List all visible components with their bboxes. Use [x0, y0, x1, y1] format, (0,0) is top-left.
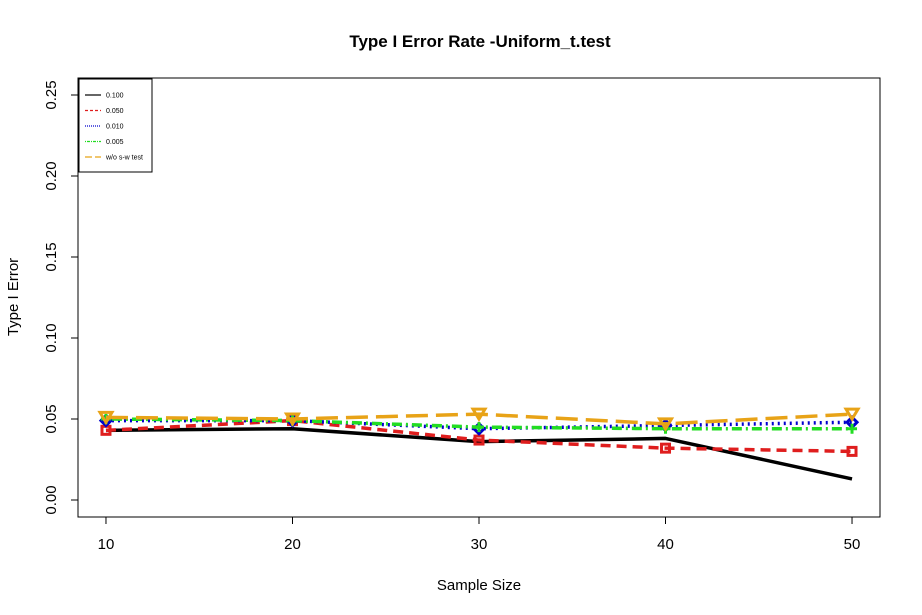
data-point	[660, 442, 672, 454]
x-tick-label: 10	[98, 536, 115, 553]
y-axis-ticks: 0.00 0.05 0.10 0.15 0.20 0.25	[43, 80, 78, 515]
y-tick-label: 0.20	[43, 161, 60, 190]
data-point	[656, 417, 675, 432]
series-line	[105, 412, 853, 426]
y-axis-label: Type I Error	[5, 258, 22, 336]
legend-label: 0.005	[106, 139, 124, 146]
data-point	[846, 445, 858, 457]
y-tick-label: 0.05	[43, 404, 60, 433]
series-layer	[97, 407, 861, 481]
legend: 0.100 0.050 0.010 0.005 w/o s-w test	[78, 78, 153, 173]
series-line	[105, 418, 853, 454]
y-tick-label: 0.25	[43, 80, 60, 109]
data-point	[97, 410, 115, 426]
y-tick-label: 0.00	[43, 485, 60, 514]
x-tick-label: 20	[284, 536, 301, 553]
y-tick-label: 0.10	[43, 323, 60, 352]
legend-label: 0.010	[106, 124, 124, 131]
legend-label: 0.050	[106, 108, 124, 115]
data-point	[473, 434, 485, 446]
data-point	[843, 407, 861, 423]
x-axis-label: Sample Size	[437, 577, 521, 594]
data-point	[474, 422, 484, 433]
legend-label: 0.100	[106, 93, 124, 100]
y-tick-label: 0.15	[43, 242, 60, 271]
plot-frame	[77, 77, 881, 518]
x-axis-ticks: 10 20 30 40 50	[98, 517, 861, 553]
x-tick-label: 30	[471, 536, 488, 553]
series-w-o-s-w-test	[97, 407, 861, 432]
x-tick-label: 50	[844, 536, 861, 553]
data-point	[470, 407, 488, 423]
chart-title: Type I Error Rate -Uniform_t.test	[349, 32, 611, 51]
data-point	[847, 423, 858, 434]
data-point	[283, 412, 302, 427]
x-tick-label: 40	[657, 536, 674, 553]
legend-label: w/o s-w test	[105, 155, 143, 162]
